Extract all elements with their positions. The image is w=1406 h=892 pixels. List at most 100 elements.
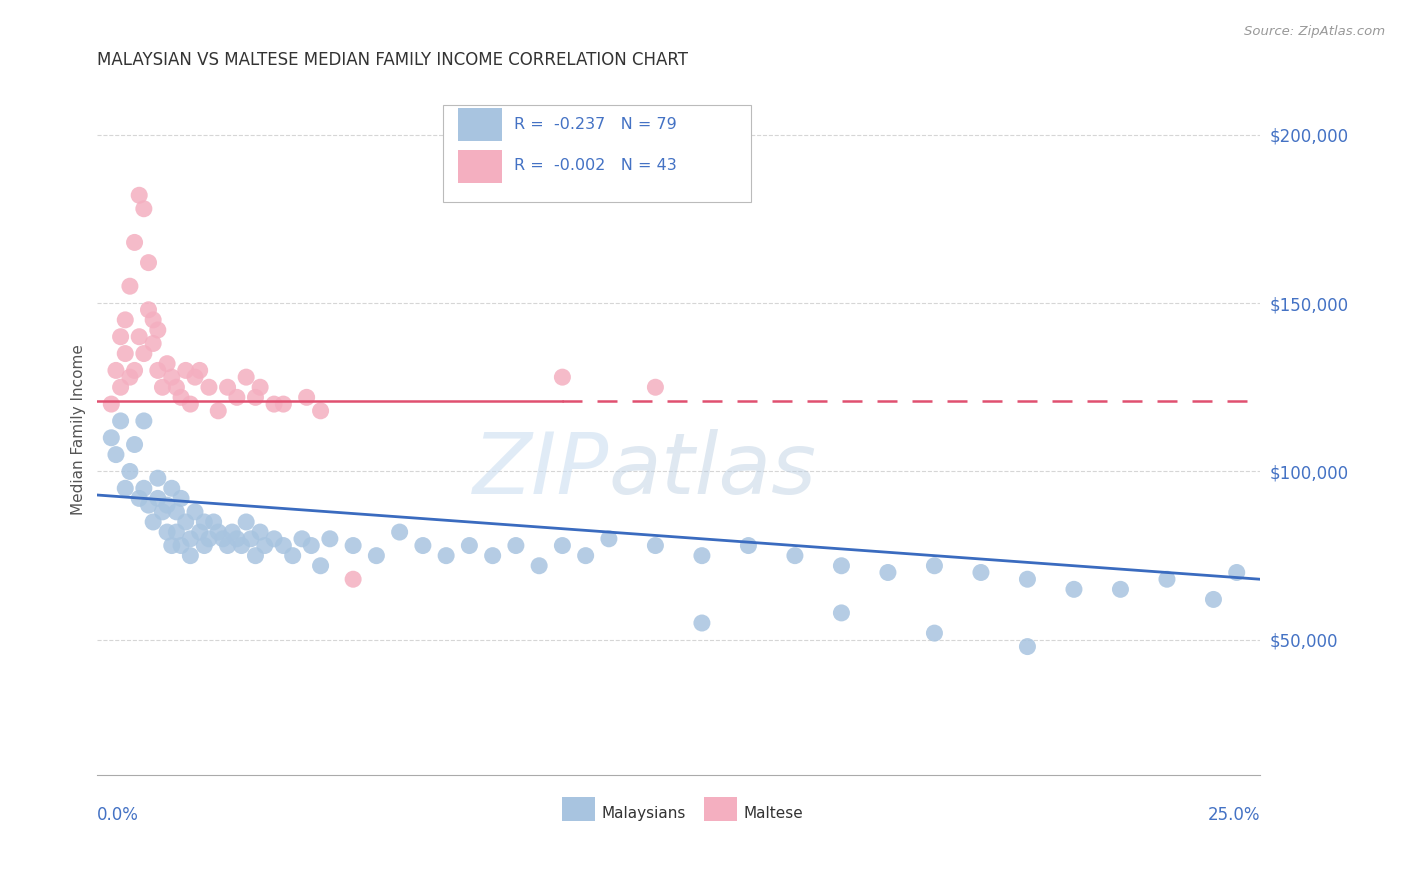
- Point: [225, 532, 247, 546]
- Point: [690, 549, 713, 563]
- Point: [114, 346, 136, 360]
- Point: [207, 524, 229, 539]
- Point: [830, 558, 852, 573]
- Point: [124, 235, 146, 250]
- Text: atlas: atlas: [609, 429, 817, 512]
- Point: [273, 397, 295, 411]
- Point: [295, 390, 318, 404]
- Point: [249, 380, 271, 394]
- Point: [124, 437, 146, 451]
- Point: [299, 539, 322, 553]
- Point: [146, 491, 169, 506]
- Point: [263, 397, 285, 411]
- Point: [170, 539, 193, 553]
- Point: [575, 549, 598, 563]
- Point: [281, 549, 304, 563]
- Point: [170, 390, 193, 404]
- Point: [505, 539, 527, 553]
- FancyBboxPatch shape: [458, 108, 502, 142]
- Point: [1017, 572, 1039, 586]
- Point: [412, 539, 434, 553]
- Point: [174, 515, 197, 529]
- Point: [235, 370, 257, 384]
- Point: [152, 505, 174, 519]
- Point: [160, 481, 183, 495]
- Point: [146, 363, 169, 377]
- Point: [388, 524, 411, 539]
- Point: [118, 370, 141, 384]
- Point: [100, 397, 122, 411]
- Point: [165, 380, 187, 394]
- Point: [434, 549, 457, 563]
- Point: [160, 370, 183, 384]
- Point: [179, 549, 201, 563]
- Point: [1017, 640, 1039, 654]
- Point: [309, 558, 332, 573]
- Point: [146, 323, 169, 337]
- Point: [924, 558, 946, 573]
- Point: [830, 606, 852, 620]
- Point: [877, 566, 900, 580]
- Point: [142, 336, 165, 351]
- Point: [132, 346, 155, 360]
- Point: [128, 329, 150, 343]
- Point: [132, 202, 155, 216]
- Point: [970, 566, 993, 580]
- Point: [156, 524, 179, 539]
- Point: [309, 404, 332, 418]
- Point: [142, 515, 165, 529]
- Point: [207, 404, 229, 418]
- FancyBboxPatch shape: [458, 150, 502, 183]
- Point: [253, 539, 276, 553]
- Point: [1156, 572, 1178, 586]
- Point: [110, 414, 132, 428]
- Point: [198, 380, 221, 394]
- Text: 25.0%: 25.0%: [1208, 805, 1260, 823]
- Point: [188, 524, 211, 539]
- Text: ZIP: ZIP: [472, 429, 609, 512]
- Point: [179, 397, 201, 411]
- Point: [138, 302, 160, 317]
- Point: [188, 363, 211, 377]
- FancyBboxPatch shape: [562, 797, 595, 821]
- Point: [1202, 592, 1225, 607]
- Point: [184, 370, 207, 384]
- Point: [249, 524, 271, 539]
- Point: [221, 524, 243, 539]
- Point: [644, 380, 666, 394]
- Point: [193, 515, 215, 529]
- Point: [202, 515, 225, 529]
- Point: [132, 481, 155, 495]
- Point: [132, 414, 155, 428]
- Point: [737, 539, 759, 553]
- Point: [184, 505, 207, 519]
- Point: [366, 549, 388, 563]
- Point: [152, 380, 174, 394]
- Point: [212, 532, 235, 546]
- Point: [481, 549, 503, 563]
- Point: [1226, 566, 1249, 580]
- Point: [235, 515, 257, 529]
- Y-axis label: Median Family Income: Median Family Income: [72, 344, 86, 515]
- Point: [598, 532, 620, 546]
- Point: [165, 505, 187, 519]
- Point: [342, 539, 364, 553]
- Point: [100, 431, 122, 445]
- Point: [1109, 582, 1132, 597]
- Point: [118, 279, 141, 293]
- Point: [179, 532, 201, 546]
- Point: [114, 481, 136, 495]
- Point: [114, 313, 136, 327]
- Point: [142, 313, 165, 327]
- Point: [551, 539, 574, 553]
- Point: [156, 357, 179, 371]
- Point: [170, 491, 193, 506]
- Point: [245, 390, 267, 404]
- Point: [198, 532, 221, 546]
- Point: [104, 363, 127, 377]
- Point: [225, 390, 247, 404]
- Point: [273, 539, 295, 553]
- FancyBboxPatch shape: [704, 797, 737, 821]
- FancyBboxPatch shape: [443, 105, 751, 202]
- Point: [193, 539, 215, 553]
